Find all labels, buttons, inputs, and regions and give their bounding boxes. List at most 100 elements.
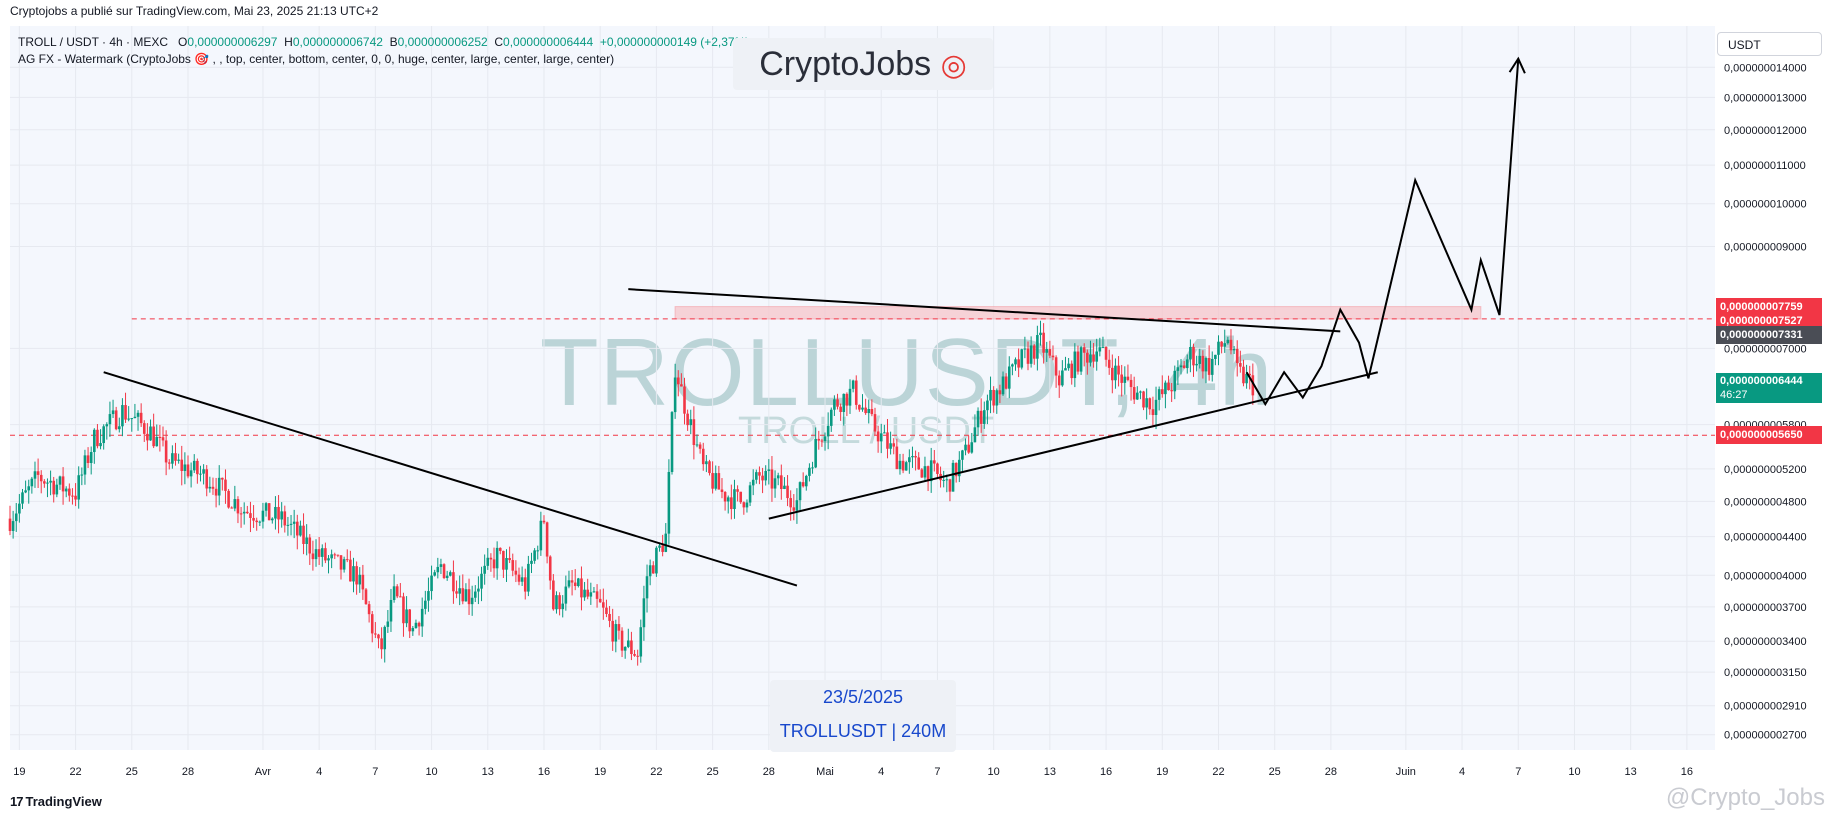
candle-body: [680, 384, 683, 387]
candle-body: [1023, 348, 1027, 350]
candle-body: [889, 443, 892, 449]
candle: [1023, 336, 1027, 359]
candle-body: [117, 426, 121, 430]
tradingview-logo[interactable]: 17 TradingView: [10, 794, 102, 809]
pair-watermark: TROLL / USDT: [738, 410, 995, 452]
candle: [339, 554, 343, 580]
candle: [961, 449, 964, 472]
open-label: O: [178, 35, 188, 49]
candle: [489, 553, 493, 572]
candle: [211, 477, 215, 495]
candle: [514, 560, 518, 583]
candle-body: [730, 497, 733, 510]
candle-body: [661, 545, 664, 552]
candle: [18, 494, 21, 523]
candle-body: [776, 475, 780, 479]
candle-body: [527, 563, 530, 592]
indicator-line[interactable]: AG FX - Watermark (CryptoJobs 🎯 , , top,…: [18, 52, 615, 66]
candle: [889, 431, 892, 455]
candle: [892, 438, 896, 455]
candle: [1176, 360, 1180, 385]
candle: [630, 631, 633, 661]
candle: [836, 393, 839, 410]
candle-body: [733, 489, 736, 510]
candle: [876, 425, 880, 453]
candle: [308, 534, 312, 565]
candle-body: [1173, 370, 1177, 392]
candle: [405, 596, 408, 628]
y-tick-label: 0,000000004400: [1724, 532, 1807, 544]
candle: [480, 566, 483, 602]
currency-selector[interactable]: USDT: [1717, 32, 1822, 56]
candle-body: [411, 628, 415, 632]
candle: [1054, 355, 1058, 388]
candle: [811, 461, 814, 474]
candle-body: [1132, 387, 1136, 400]
candle: [1039, 320, 1042, 346]
y-tick-label: 0,000000011000: [1724, 160, 1806, 172]
candle-body: [489, 557, 493, 560]
candle-body: [826, 425, 830, 437]
candle: [27, 479, 31, 504]
candle: [1226, 336, 1230, 345]
candle: [870, 399, 874, 417]
candle-body: [961, 450, 964, 460]
close-label: C: [494, 35, 504, 49]
candle-body: [89, 452, 93, 464]
candle: [536, 545, 540, 560]
candle: [527, 555, 530, 597]
candle: [879, 423, 883, 454]
candle-body: [1195, 363, 1198, 366]
candle: [208, 476, 212, 493]
candle-body: [1201, 355, 1205, 372]
candle-body: [945, 479, 949, 481]
chart-pane[interactable]: [10, 26, 1715, 750]
candle-body: [71, 495, 74, 497]
candle: [923, 456, 927, 481]
candle: [523, 568, 527, 600]
candle-body: [199, 473, 202, 475]
candle-body: [651, 565, 655, 574]
candle-body: [667, 471, 671, 534]
candle-body: [926, 466, 930, 482]
x-tick-label: 7: [372, 766, 378, 778]
candle: [739, 491, 743, 504]
candle-body: [1029, 345, 1033, 364]
candle-body: [1076, 351, 1080, 372]
candle: [1242, 359, 1245, 387]
candle: [1182, 361, 1186, 369]
candle: [295, 514, 299, 550]
upper-trendline: [628, 288, 1341, 333]
candle-body: [608, 614, 611, 621]
candle: [43, 479, 46, 488]
candle-body: [745, 502, 749, 508]
candle: [717, 465, 721, 490]
candle-body: [695, 444, 699, 446]
candle: [374, 622, 377, 638]
candle-body: [449, 572, 452, 576]
candle: [904, 460, 908, 471]
candle-body: [1242, 366, 1245, 384]
candle: [1204, 356, 1208, 384]
candle: [561, 595, 565, 618]
candle-body: [1054, 357, 1058, 376]
candle-body: [1151, 409, 1155, 416]
candle-body: [242, 511, 246, 514]
candle: [933, 450, 936, 472]
candle: [626, 628, 630, 649]
candle: [498, 547, 502, 555]
candle-body: [705, 461, 708, 465]
candle: [842, 393, 846, 426]
candle-body: [1120, 374, 1123, 383]
x-tick-label: 13: [1625, 766, 1637, 778]
candle-body: [536, 550, 540, 552]
candle: [342, 556, 346, 573]
open-value: 0,000000006297: [187, 35, 278, 49]
symbol-line[interactable]: TROLL / USDT · 4h · MEXC O0,000000006297…: [18, 34, 749, 51]
candle-body: [367, 604, 371, 615]
candle-body: [954, 462, 958, 477]
candle: [511, 553, 515, 577]
price-tag: 0,000000007527: [1716, 311, 1822, 330]
candle: [1073, 343, 1077, 388]
candle-body: [767, 469, 771, 471]
